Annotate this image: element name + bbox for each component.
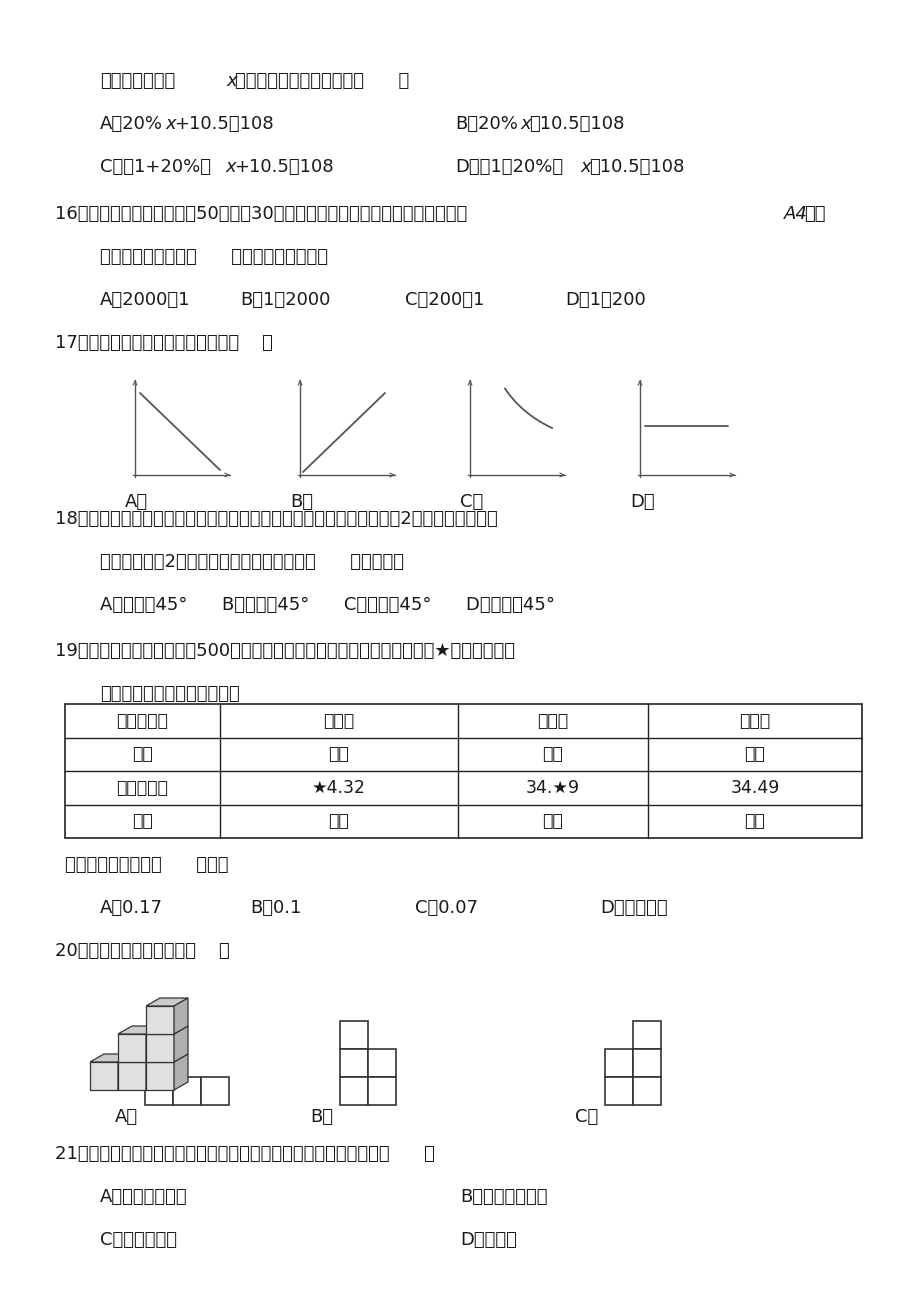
Text: 奖牌: 奖牌	[132, 812, 153, 831]
Text: ★4.32: ★4.32	[312, 779, 366, 797]
Polygon shape	[605, 1049, 632, 1077]
Polygon shape	[173, 1077, 200, 1105]
Text: 34.★9: 34.★9	[526, 779, 580, 797]
Polygon shape	[146, 1055, 187, 1062]
Text: x: x	[579, 158, 590, 176]
Text: 铜牌: 铜牌	[743, 812, 765, 831]
Text: 高亭宇: 高亭宇	[323, 712, 354, 729]
Text: 20．从侧面看到的形状是（    ）: 20．从侧面看到的形状是（ ）	[55, 943, 230, 960]
Polygon shape	[146, 999, 187, 1006]
Text: B．1：2000: B．1：2000	[240, 292, 330, 309]
Text: C．: C．	[574, 1108, 597, 1126]
Text: 方向又骑行了2千米，这时，蒙古包在他的（      ）方向上。: 方向又骑行了2千米，这时，蒙古包在他的（ ）方向上。	[100, 553, 403, 572]
Text: 17．如图中，表示正比例图象的是（    ）: 17．如图中，表示正比例图象的是（ ）	[55, 335, 273, 352]
Text: x: x	[226, 72, 236, 90]
Text: 中国: 中国	[328, 745, 349, 763]
Text: +10.5＝108: +10.5＝108	[233, 158, 334, 176]
Polygon shape	[118, 1034, 146, 1062]
Text: D．无法确定: D．无法确定	[599, 898, 667, 917]
Text: A．2000：1: A．2000：1	[100, 292, 190, 309]
Text: 小的图纸上，选用（      ）作比例尺最恰当。: 小的图纸上，选用（ ）作比例尺最恰当。	[100, 247, 328, 266]
Polygon shape	[90, 1062, 118, 1090]
Text: －10.5＝108: －10.5＝108	[588, 158, 684, 176]
Polygon shape	[145, 1077, 173, 1105]
Text: C．: C．	[460, 493, 482, 510]
Polygon shape	[146, 1034, 174, 1062]
Text: 金牌: 金牌	[328, 812, 349, 831]
Text: 纸大: 纸大	[803, 204, 824, 223]
Polygon shape	[174, 1055, 187, 1090]
Polygon shape	[118, 1062, 146, 1090]
Text: D．一样大: D．一样大	[460, 1230, 516, 1249]
Text: A．20%: A．20%	[100, 115, 163, 133]
Text: 16．鹏城小学要修建一个长50米，宽30米的室内游泳池，若将其设计图画在一张: 16．鹏城小学要修建一个长50米，宽30米的室内游泳池，若将其设计图画在一张	[55, 204, 467, 223]
Text: D．1：200: D．1：200	[564, 292, 645, 309]
Polygon shape	[605, 1077, 632, 1105]
Polygon shape	[65, 704, 861, 838]
Text: 日本: 日本	[743, 745, 765, 763]
Text: B．: B．	[310, 1108, 333, 1126]
Polygon shape	[118, 1026, 160, 1034]
Text: 34.49: 34.49	[730, 779, 778, 797]
Text: A．长方体体积大: A．长方体体积大	[100, 1187, 187, 1206]
Polygon shape	[146, 1055, 160, 1090]
Polygon shape	[118, 1055, 160, 1062]
Text: 米。下列方程中正确的是（      ）: 米。下列方程中正确的是（ ）	[234, 72, 409, 90]
Text: D．（1－20%）: D．（1－20%）	[455, 158, 562, 176]
Text: A．0.17: A．0.17	[100, 898, 163, 917]
Text: 运动员姓名: 运动员姓名	[117, 712, 168, 729]
Text: 18．巴特尔叔叔在草原上骑马，他从蒙古包出发，先向正东方向骑行了2千米，接着向正北: 18．巴特尔叔叔在草原上骑马，他从蒙古包出发，先向正东方向骑行了2千米，接着向正…	[55, 510, 497, 529]
Polygon shape	[146, 1006, 174, 1034]
Text: 国籍: 国籍	[132, 745, 153, 763]
Text: C．200：1: C．200：1	[404, 292, 483, 309]
Text: x: x	[519, 115, 530, 133]
Text: －10.5＝108: －10.5＝108	[528, 115, 624, 133]
Text: 21．比较等底等高的圆柱、正方体、长方体的体积的大小，结果是（      ）: 21．比较等底等高的圆柱、正方体、长方体的体积的大小，结果是（ ）	[55, 1144, 435, 1163]
Text: x: x	[165, 115, 176, 133]
Polygon shape	[90, 1055, 131, 1062]
Text: 成绩（秒）: 成绩（秒）	[117, 779, 168, 797]
Polygon shape	[146, 1062, 174, 1090]
Text: D．: D．	[630, 493, 654, 510]
Text: x: x	[225, 158, 235, 176]
Polygon shape	[340, 1021, 368, 1049]
Polygon shape	[146, 1026, 187, 1034]
Polygon shape	[368, 1049, 395, 1077]
Text: B．20%: B．20%	[455, 115, 517, 133]
Polygon shape	[340, 1077, 368, 1105]
Text: C．0.07: C．0.07	[414, 898, 478, 917]
Text: 19．如表是北京冬奥会男子500米速度滑冰决赛成绩表。成绩表部分数字被★遮挡。请根据: 19．如表是北京冬奥会男子500米速度滑冰决赛成绩表。成绩表部分数字被★遮挡。请…	[55, 642, 515, 660]
Polygon shape	[200, 1077, 229, 1105]
Polygon shape	[632, 1077, 660, 1105]
Polygon shape	[174, 999, 187, 1034]
Text: C．圆柱体积大: C．圆柱体积大	[100, 1230, 176, 1249]
Text: A．北偏西45°      B．北偏东45°      C．南偏西45°      D．南偏东45°: A．北偏西45° B．北偏东45° C．南偏西45° D．南偏东45°	[100, 596, 554, 615]
Polygon shape	[174, 1026, 187, 1062]
Text: 森重航: 森重航	[739, 712, 770, 729]
Text: 韩国: 韩国	[542, 745, 562, 763]
Text: A．: A．	[125, 493, 148, 510]
Text: C．（1+20%）: C．（1+20%）	[100, 158, 210, 176]
Text: B．正方体体积大: B．正方体体积大	[460, 1187, 547, 1206]
Text: +10.5＝108: +10.5＝108	[174, 115, 273, 133]
Text: B．0.1: B．0.1	[250, 898, 301, 917]
Polygon shape	[145, 1049, 173, 1077]
Polygon shape	[340, 1049, 368, 1077]
Polygon shape	[368, 1077, 395, 1105]
Polygon shape	[632, 1049, 660, 1077]
Text: 银牌: 银牌	[542, 812, 562, 831]
Polygon shape	[146, 1026, 160, 1062]
Text: 车皎奎: 车皎奎	[537, 712, 568, 729]
Text: 高亭宇比车皎奎快（      ）秒。: 高亭宇比车皎奎快（ ）秒。	[65, 855, 228, 874]
Text: A．: A．	[115, 1108, 138, 1126]
Text: A4: A4	[783, 204, 807, 223]
Polygon shape	[118, 1055, 131, 1090]
Text: 表中的信息，选择正确答案。: 表中的信息，选择正确答案。	[100, 685, 240, 703]
Text: 筑主体的高度为: 筑主体的高度为	[100, 72, 175, 90]
Text: B．: B．	[289, 493, 312, 510]
Polygon shape	[632, 1021, 660, 1049]
